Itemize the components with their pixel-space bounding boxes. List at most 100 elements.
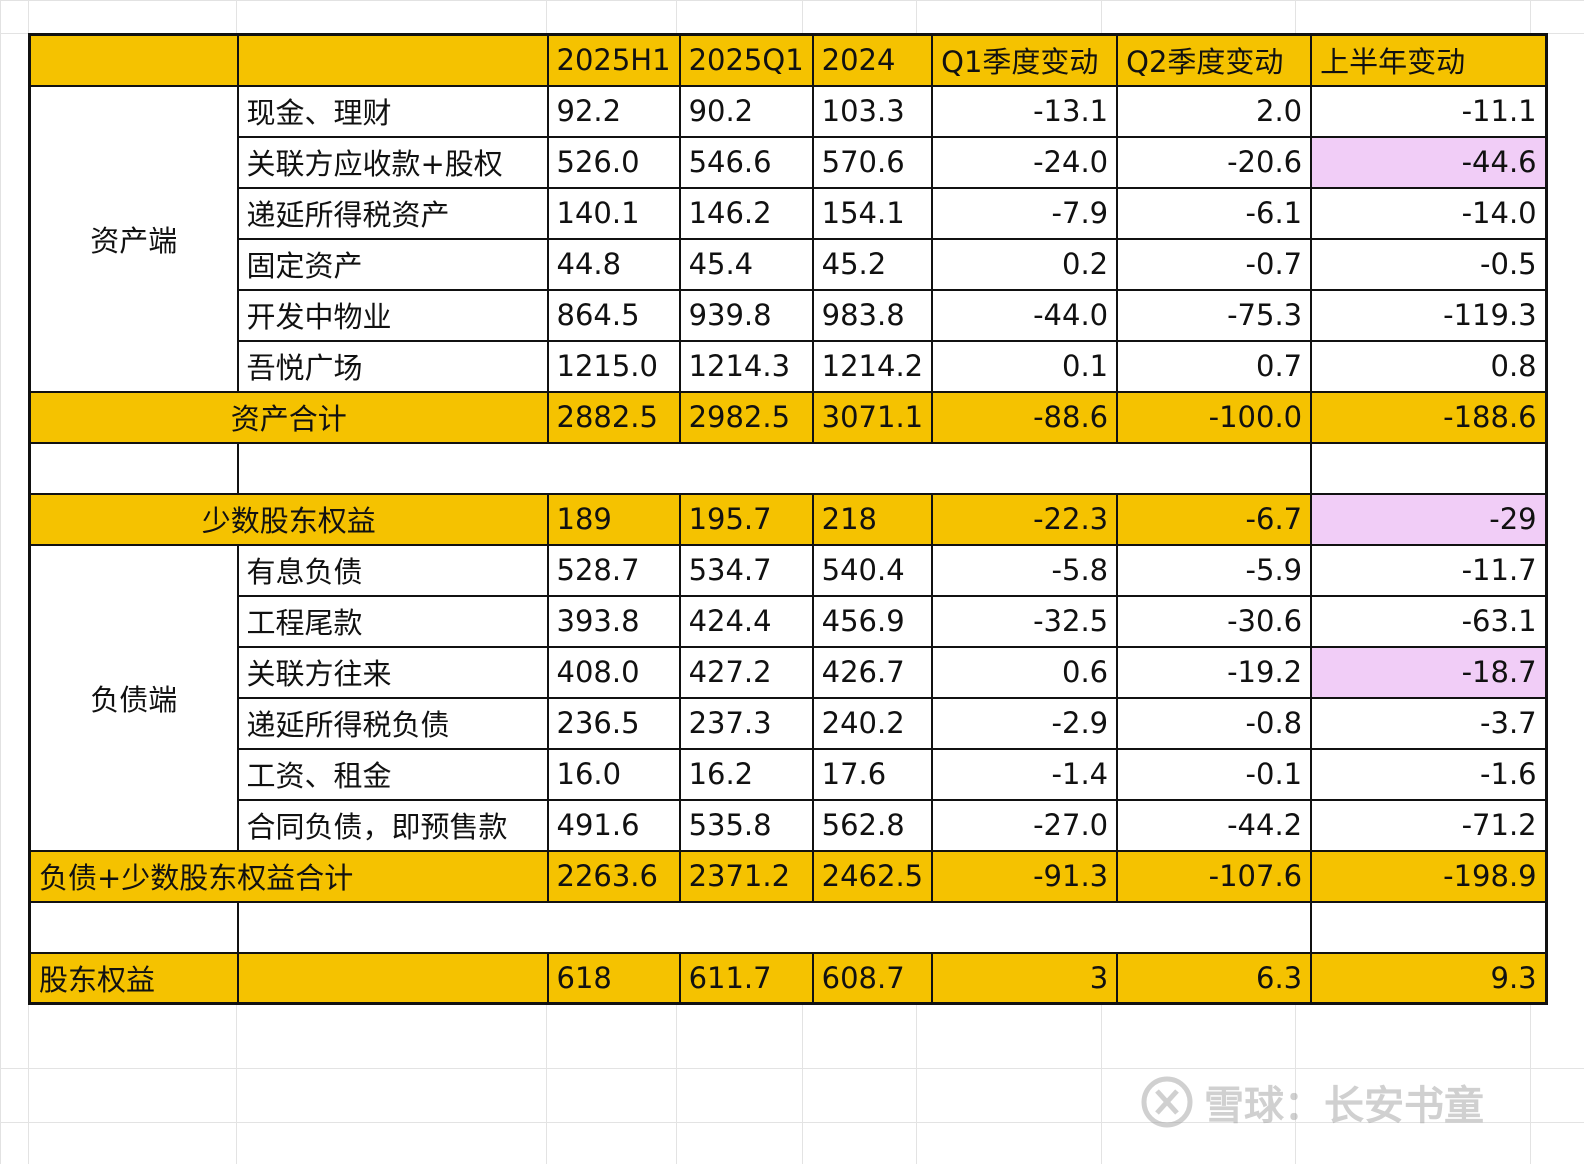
cell[interactable]: -20.6 [1116, 135, 1313, 189]
cell[interactable]: -24.0 [931, 135, 1119, 189]
cell[interactable]: 0.6 [931, 645, 1119, 699]
cell[interactable]: -0.8 [1116, 696, 1313, 750]
cell[interactable]: 983.8 [811, 288, 934, 342]
header-cell[interactable]: Q2季度变动 [1116, 33, 1313, 87]
cell[interactable]: -75.3 [1116, 288, 1313, 342]
cell[interactable]: 562.8 [811, 798, 934, 852]
cell[interactable]: 426.7 [811, 645, 934, 699]
cell[interactable]: 140.1 [546, 186, 681, 240]
cell[interactable]: -88.6 [931, 390, 1119, 444]
cell[interactable]: -0.5 [1310, 237, 1548, 291]
cell[interactable]: 1215.0 [546, 339, 681, 393]
cell[interactable]: -2.9 [931, 696, 1119, 750]
cell[interactable]: 2.0 [1116, 84, 1313, 138]
cell[interactable]: -6.7 [1116, 492, 1313, 546]
cell[interactable]: 189 [546, 492, 681, 546]
cell[interactable]: 939.8 [678, 288, 814, 342]
cell[interactable]: -22.3 [931, 492, 1119, 546]
cell[interactable]: 456.9 [811, 594, 934, 648]
row-label[interactable]: 有息负债 [236, 543, 549, 597]
cell[interactable]: 2462.5 [811, 849, 934, 903]
highlighted-cell[interactable]: -18.7 [1310, 645, 1548, 699]
cell[interactable]: 2263.6 [546, 849, 681, 903]
cell[interactable]: 546.6 [678, 135, 814, 189]
cell[interactable]: 44.8 [546, 237, 681, 291]
cell[interactable]: 3071.1 [811, 390, 934, 444]
row-label[interactable]: 吾悦广场 [236, 339, 549, 393]
row-label[interactable]: 开发中物业 [236, 288, 549, 342]
cell[interactable]: 528.7 [546, 543, 681, 597]
cell[interactable]: 195.7 [678, 492, 814, 546]
cell[interactable]: 17.6 [811, 747, 934, 801]
cell[interactable]: -188.6 [1310, 390, 1548, 444]
cell[interactable]: 618 [546, 951, 681, 1005]
cell[interactable]: 0.7 [1116, 339, 1313, 393]
cell[interactable]: 103.3 [811, 84, 934, 138]
cell[interactable]: 611.7 [678, 951, 814, 1005]
cell[interactable]: 491.6 [546, 798, 681, 852]
cell[interactable]: -32.5 [931, 594, 1119, 648]
cell[interactable]: -63.1 [1310, 594, 1548, 648]
cell[interactable]: -0.1 [1116, 747, 1313, 801]
row-label[interactable]: 负债+少数股东权益合计 [28, 849, 549, 903]
cell[interactable]: -5.9 [1116, 543, 1313, 597]
cell[interactable]: 408.0 [546, 645, 681, 699]
cell[interactable]: 534.7 [678, 543, 814, 597]
cell[interactable]: 6.3 [1116, 951, 1313, 1005]
cell[interactable]: -44.2 [1116, 798, 1313, 852]
cell[interactable]: 146.2 [678, 186, 814, 240]
cell[interactable]: 393.8 [546, 594, 681, 648]
empty-cell[interactable] [236, 900, 1312, 954]
header-cell[interactable]: 2025Q1 [678, 33, 814, 87]
cell[interactable]: 9.3 [1310, 951, 1548, 1005]
empty-cell[interactable] [1310, 900, 1548, 954]
cell[interactable]: 237.3 [678, 696, 814, 750]
cell[interactable]: 16.0 [546, 747, 681, 801]
cell[interactable]: 0.2 [931, 237, 1119, 291]
row-label[interactable]: 关联方往来 [236, 645, 549, 699]
row-label[interactable]: 资产合计 [28, 390, 549, 444]
cell[interactable]: 45.2 [811, 237, 934, 291]
cell[interactable]: 2982.5 [678, 390, 814, 444]
cell[interactable]: 427.2 [678, 645, 814, 699]
cell[interactable]: 0.8 [1310, 339, 1548, 393]
cell[interactable]: -1.4 [931, 747, 1119, 801]
header-cell[interactable]: 2025H1 [546, 33, 681, 87]
row-label[interactable]: 现金、理财 [236, 84, 549, 138]
cell[interactable]: 0.1 [931, 339, 1119, 393]
cell[interactable]: -1.6 [1310, 747, 1548, 801]
highlighted-cell[interactable]: -44.6 [1310, 135, 1548, 189]
cell[interactable]: -107.6 [1116, 849, 1313, 903]
cell[interactable]: -11.1 [1310, 84, 1548, 138]
cell[interactable]: 608.7 [811, 951, 934, 1005]
cell[interactable]: -100.0 [1116, 390, 1313, 444]
cell[interactable]: 424.4 [678, 594, 814, 648]
cell[interactable]: 2882.5 [546, 390, 681, 444]
row-label[interactable]: 少数股东权益 [28, 492, 549, 546]
liability-group-label[interactable]: 负债端 [28, 543, 239, 852]
cell[interactable]: 570.6 [811, 135, 934, 189]
row-label[interactable]: 关联方应收款+股权 [236, 135, 549, 189]
empty-cell[interactable] [1310, 441, 1548, 495]
cell[interactable]: 16.2 [678, 747, 814, 801]
cell[interactable]: 540.4 [811, 543, 934, 597]
cell[interactable]: -119.3 [1310, 288, 1548, 342]
cell[interactable]: -5.8 [931, 543, 1119, 597]
cell[interactable]: -44.0 [931, 288, 1119, 342]
cell[interactable]: 526.0 [546, 135, 681, 189]
cell[interactable]: -7.9 [931, 186, 1119, 240]
header-cell[interactable] [236, 33, 549, 87]
highlighted-cell[interactable]: -29 [1310, 492, 1548, 546]
cell[interactable]: 3 [931, 951, 1119, 1005]
cell[interactable]: -27.0 [931, 798, 1119, 852]
cell[interactable]: -3.7 [1310, 696, 1548, 750]
row-label[interactable]: 工程尾款 [236, 594, 549, 648]
cell[interactable]: -14.0 [1310, 186, 1548, 240]
cell[interactable]: 1214.3 [678, 339, 814, 393]
row-label[interactable]: 递延所得税资产 [236, 186, 549, 240]
cell[interactable]: 90.2 [678, 84, 814, 138]
cell[interactable]: 92.2 [546, 84, 681, 138]
cell[interactable]: -19.2 [1116, 645, 1313, 699]
cell[interactable]: 240.2 [811, 696, 934, 750]
empty-cell[interactable] [28, 441, 239, 495]
